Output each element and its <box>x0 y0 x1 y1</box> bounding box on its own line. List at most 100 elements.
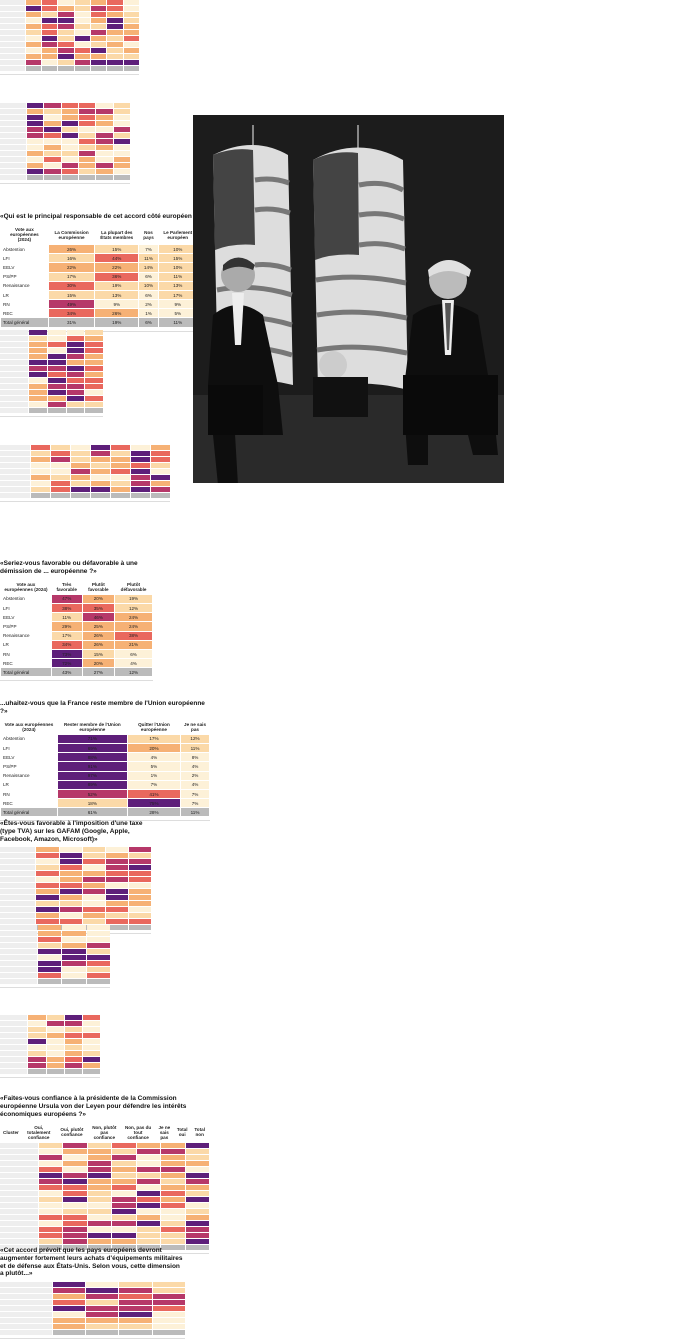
cell: 12% <box>114 602 153 614</box>
heat-cell <box>0 36 25 41</box>
header-row: Vote aux européennes (2024) Très favorabl… <box>0 579 153 595</box>
row-label: RN <box>0 299 49 310</box>
heat-cell <box>123 24 139 29</box>
heat-cell <box>136 1166 161 1172</box>
heat-cell <box>185 1142 209 1148</box>
cell: 15% <box>81 648 116 660</box>
heat-cell <box>90 18 107 23</box>
heat-cell <box>82 853 105 859</box>
table-card: «Seriez-vous favorable ou défavorable à … <box>0 560 153 700</box>
table-card <box>0 330 103 445</box>
column-header: Oui, totalement confiance <box>20 1122 57 1143</box>
heat-cell <box>82 1045 100 1050</box>
heat-cell <box>87 1178 112 1184</box>
heat-cell <box>87 1220 112 1226</box>
heat-cell <box>59 853 82 859</box>
heat-cell <box>31 469 51 474</box>
heat-cell <box>86 1288 119 1294</box>
column-header: Vote aux européennes (2024) <box>0 224 49 245</box>
cell: 11% <box>180 742 210 754</box>
heat-cell <box>87 1160 112 1166</box>
heat-cell <box>128 889 151 895</box>
heat-cell <box>0 1190 38 1196</box>
heat-cell <box>86 967 110 972</box>
heat-cell <box>0 1027 28 1032</box>
heat-cell <box>44 103 61 108</box>
heat-cell <box>128 877 151 883</box>
footnote-line <box>0 987 110 988</box>
heat-cell <box>27 121 44 126</box>
heat-cell <box>36 907 59 913</box>
heat-cell <box>36 865 59 871</box>
cell: 16% <box>47 253 96 264</box>
heat-cell <box>79 169 96 174</box>
column-header: Je ne sais pas <box>154 1122 175 1143</box>
heat-cell <box>27 139 44 144</box>
cell: 44% <box>94 253 140 264</box>
cell: 4% <box>114 658 153 669</box>
heat-cell <box>63 1160 87 1166</box>
cell: 26% <box>81 639 116 650</box>
heat-cell <box>51 493 71 498</box>
heat-cell <box>27 169 44 174</box>
heat-cell <box>0 1039 28 1044</box>
heat-cell <box>131 469 151 474</box>
heat-cell <box>0 384 29 389</box>
heat-cell <box>161 1148 185 1154</box>
heat-cell <box>0 30 25 35</box>
heat-cell <box>58 60 74 65</box>
heat-cell <box>85 336 103 341</box>
heat-cell <box>52 1312 86 1318</box>
heat-cell <box>136 1238 161 1244</box>
heat-cell <box>28 1027 46 1032</box>
heat-cell <box>86 979 110 984</box>
heat-cell <box>152 1282 185 1288</box>
cell: 97% <box>56 770 128 781</box>
heat-cell <box>0 12 25 17</box>
heat-cell <box>0 1142 38 1148</box>
heat-cell <box>44 163 61 168</box>
heat-cell <box>161 1196 185 1202</box>
heat-cell <box>38 1208 63 1214</box>
heat-cell <box>46 1015 64 1020</box>
heat-cell <box>113 157 130 162</box>
heat-cell <box>64 1057 82 1062</box>
heat-cell <box>38 1238 63 1244</box>
heat-cell <box>61 127 79 132</box>
heat-cell <box>123 48 139 53</box>
heat-cell <box>29 342 47 347</box>
heat-cell <box>59 847 82 853</box>
heat-cell <box>0 1238 38 1244</box>
heat-cell <box>86 925 110 930</box>
heat-cell <box>112 1208 136 1214</box>
card-title: «Cet accord prévoit que les pays europée… <box>0 1247 183 1278</box>
row-label: LFI <box>0 602 52 614</box>
footnote-line <box>0 501 170 502</box>
row-label: EELV <box>0 612 52 623</box>
heat-cell <box>87 1196 112 1202</box>
heat-cell <box>0 378 29 383</box>
card-title: «Qui est le principal responsable de cet… <box>0 213 202 220</box>
cell: 34% <box>50 639 83 650</box>
heat-cell <box>123 60 139 65</box>
heat-cell <box>79 163 96 168</box>
row: LFI 69% 20% 11% <box>0 742 210 754</box>
heat-cell <box>0 1318 52 1324</box>
heat-cell <box>119 1300 152 1306</box>
heat-cell <box>59 919 82 925</box>
column-header: La plupart des États membres <box>94 224 140 245</box>
table-card: ...uhaitez-vous que la France reste memb… <box>0 700 210 822</box>
heat-cell <box>38 925 62 930</box>
cell: 17% <box>157 289 198 301</box>
heat-cell <box>28 1015 46 1020</box>
heat-cell <box>185 1244 209 1250</box>
heat-cell <box>28 1063 46 1068</box>
cell: 49% <box>47 299 96 310</box>
cell: 15% <box>47 289 96 301</box>
heat-cell <box>87 1166 112 1172</box>
heat-cell <box>62 955 86 960</box>
heat-cell <box>161 1244 185 1250</box>
table-card: «Cet accord prévoit que les pays europée… <box>0 1247 185 1339</box>
cell: 11% <box>138 253 159 264</box>
heat-cell <box>105 847 128 853</box>
